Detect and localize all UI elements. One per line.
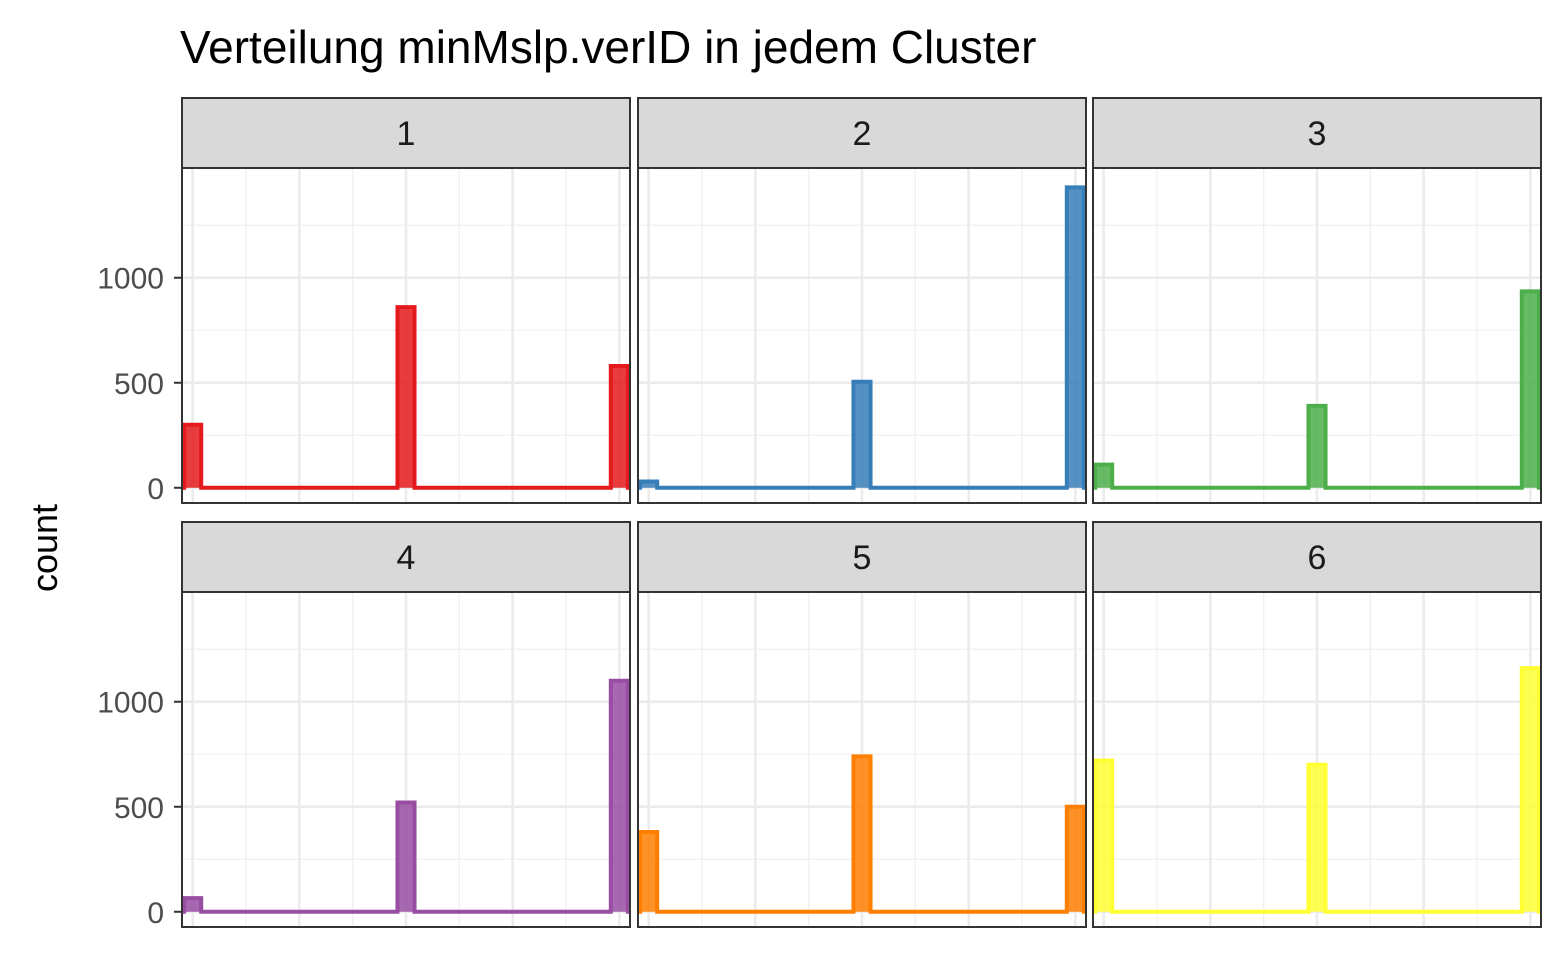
facet-panel-border bbox=[1092, 591, 1542, 928]
histogram-bar bbox=[1308, 405, 1326, 488]
facet-strip bbox=[637, 97, 1087, 169]
histogram-bar bbox=[610, 365, 628, 488]
histogram-bar bbox=[1521, 291, 1539, 488]
y-tick-label: 1000 bbox=[97, 263, 164, 296]
facet-panel-border bbox=[1092, 167, 1542, 504]
y-tick-label: 500 bbox=[114, 792, 164, 825]
y-tick-label: 0 bbox=[147, 473, 164, 506]
histogram-bar bbox=[184, 424, 202, 488]
facet-strip bbox=[181, 97, 631, 169]
facet-strip-label: 6 bbox=[1308, 539, 1327, 577]
facet-panel-border bbox=[637, 591, 1087, 928]
facet-grid: 1 0 500 1000 2 3 4 0 500 1000 5 6 bbox=[97, 97, 1542, 930]
histogram-bar bbox=[610, 680, 628, 912]
facet-strip bbox=[1092, 521, 1542, 593]
facet-strip-label: 1 bbox=[397, 115, 416, 153]
histogram-bar bbox=[184, 898, 202, 912]
y-tick-label: 0 bbox=[147, 897, 164, 930]
y-tick-label: 500 bbox=[114, 368, 164, 401]
facet-panel-3: 3 bbox=[1092, 97, 1542, 504]
facet-panel-border bbox=[181, 591, 631, 928]
facet-strip bbox=[181, 521, 631, 593]
facet-panel-border bbox=[181, 167, 631, 504]
y-axis-label: count bbox=[24, 504, 65, 592]
histogram-bar bbox=[1066, 806, 1084, 912]
facet-strip-label: 5 bbox=[853, 539, 872, 577]
chart-title: Verteilung minMslp.verID in jedem Cluste… bbox=[180, 21, 1036, 73]
histogram-bar bbox=[397, 802, 415, 912]
histogram-bar bbox=[397, 307, 415, 488]
histogram-bar bbox=[1095, 464, 1113, 488]
facet-panel-border bbox=[637, 167, 1087, 504]
histogram-bar bbox=[1095, 760, 1113, 912]
facet-panel-6: 6 bbox=[1092, 521, 1542, 928]
facet-panel-2: 2 bbox=[637, 97, 1087, 504]
y-tick-label: 1000 bbox=[97, 687, 164, 720]
histogram-bar bbox=[640, 481, 658, 488]
histogram-bar bbox=[853, 756, 871, 912]
facet-strip-label: 4 bbox=[397, 539, 416, 577]
histogram-bar bbox=[640, 831, 658, 912]
facet-panel-1: 1 0 500 1000 bbox=[97, 97, 631, 506]
histogram-bar bbox=[1521, 668, 1539, 912]
facet-strip-label: 2 bbox=[853, 115, 872, 153]
histogram-bar bbox=[1308, 764, 1326, 912]
facet-strip bbox=[1092, 97, 1542, 169]
facet-panel-4: 4 0 500 1000 bbox=[97, 521, 631, 930]
histogram-bar bbox=[1066, 187, 1084, 488]
facet-strip-label: 3 bbox=[1308, 115, 1327, 153]
histogram-bar bbox=[853, 381, 871, 488]
facet-panel-5: 5 bbox=[637, 521, 1087, 928]
facet-strip bbox=[637, 521, 1087, 593]
